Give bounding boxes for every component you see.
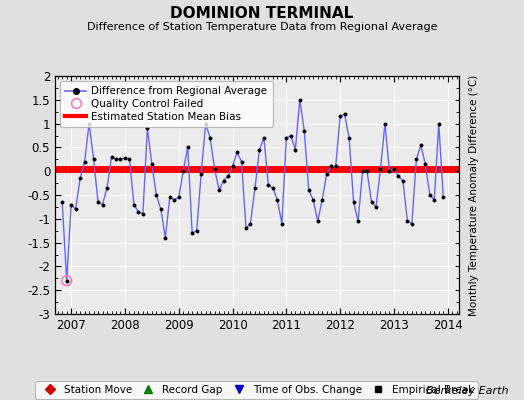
Point <box>287 132 295 139</box>
Point <box>269 185 277 191</box>
Point <box>99 201 107 208</box>
Point <box>152 192 160 198</box>
Legend: Station Move, Record Gap, Time of Obs. Change, Empirical Break: Station Move, Record Gap, Time of Obs. C… <box>36 381 478 399</box>
Point <box>403 218 411 224</box>
Point <box>246 220 255 227</box>
Point <box>273 196 281 203</box>
Point <box>358 168 367 174</box>
Point <box>421 161 430 167</box>
Point <box>278 220 286 227</box>
Point <box>304 187 313 194</box>
Point <box>300 128 309 134</box>
Point <box>264 182 272 189</box>
Point <box>345 135 353 141</box>
Point <box>354 218 362 224</box>
Point <box>103 185 111 191</box>
Point <box>125 156 134 162</box>
Point <box>394 173 402 179</box>
Point <box>233 149 241 155</box>
Point <box>399 178 407 184</box>
Point <box>336 113 344 120</box>
Point <box>121 155 129 161</box>
Point <box>174 194 183 200</box>
Point <box>439 194 447 200</box>
Point <box>62 278 71 284</box>
Point <box>322 170 331 177</box>
Point <box>161 235 169 241</box>
Point <box>183 144 192 150</box>
Point <box>188 230 196 236</box>
Point <box>58 199 67 205</box>
Point <box>107 154 116 160</box>
Point <box>318 196 326 203</box>
Point <box>381 120 389 127</box>
Point <box>197 170 205 177</box>
Point <box>211 166 219 172</box>
Point <box>251 185 259 191</box>
Point <box>90 156 98 162</box>
Point <box>425 192 434 198</box>
Point <box>390 166 398 172</box>
Point <box>255 146 264 153</box>
Point <box>309 196 318 203</box>
Point <box>237 158 246 165</box>
Point <box>76 175 84 182</box>
Point <box>62 278 71 284</box>
Point <box>327 163 335 170</box>
Point <box>291 146 300 153</box>
Point <box>148 161 156 167</box>
Text: Berkeley Earth: Berkeley Earth <box>426 386 508 396</box>
Point <box>170 196 179 203</box>
Point <box>385 168 394 174</box>
Point <box>376 166 385 172</box>
Point <box>412 156 421 162</box>
Point <box>143 125 151 132</box>
Point <box>94 199 102 205</box>
Point <box>80 158 89 165</box>
Point <box>71 206 80 212</box>
Point <box>417 142 425 148</box>
Point <box>430 196 439 203</box>
Point <box>434 120 443 127</box>
Point <box>157 206 165 212</box>
Point <box>224 173 232 179</box>
Point <box>408 220 416 227</box>
Point <box>67 201 75 208</box>
Point <box>130 201 138 208</box>
Point <box>134 208 143 215</box>
Point <box>367 199 376 205</box>
Point <box>242 225 250 232</box>
Point <box>201 120 210 127</box>
Point <box>313 218 322 224</box>
Point <box>363 168 371 174</box>
Point <box>215 187 223 194</box>
Point <box>220 178 228 184</box>
Point <box>372 204 380 210</box>
Point <box>260 135 268 141</box>
Point <box>296 96 304 103</box>
Text: DOMINION TERMINAL: DOMINION TERMINAL <box>170 6 354 21</box>
Point <box>192 228 201 234</box>
Point <box>112 156 120 162</box>
Point <box>139 211 147 217</box>
Text: Difference of Station Temperature Data from Regional Average: Difference of Station Temperature Data f… <box>87 22 437 32</box>
Y-axis label: Monthly Temperature Anomaly Difference (°C): Monthly Temperature Anomaly Difference (… <box>469 74 479 316</box>
Point <box>341 111 349 117</box>
Point <box>282 135 290 141</box>
Point <box>166 194 174 200</box>
Point <box>85 120 93 127</box>
Point <box>332 163 340 170</box>
Point <box>116 156 125 162</box>
Point <box>228 163 237 170</box>
Point <box>206 135 214 141</box>
Point <box>179 168 188 174</box>
Point <box>350 199 358 205</box>
